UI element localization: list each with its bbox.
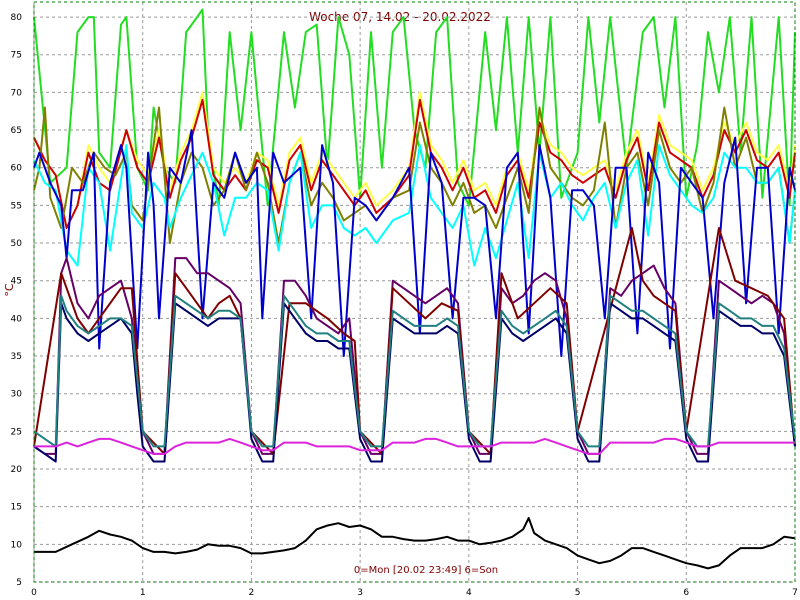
- y-tick-label: 80: [11, 13, 23, 23]
- y-tick-label: 70: [11, 88, 23, 98]
- y-tick-label: 15: [11, 503, 22, 513]
- x-tick-label: 7: [792, 588, 798, 598]
- y-tick-label: 50: [11, 239, 23, 249]
- plot-border: [33, 1, 796, 583]
- x-tick-label: 2: [249, 588, 255, 598]
- series-line-7: [33, 257, 796, 455]
- series-line-12: [34, 517, 796, 570]
- x-tick-label: 1: [140, 588, 146, 598]
- y-tick-label: 20: [11, 465, 23, 475]
- y-axis-label: °C: [3, 283, 16, 297]
- series-line-10: [33, 294, 796, 448]
- series-line-6: [33, 129, 796, 357]
- y-tick-labels: 5 10 15 20 25 30 35 40 45 50 55 60 65 70 75 80: [11, 13, 23, 588]
- y-tick-label: 35: [11, 352, 22, 362]
- series-line-9: [33, 302, 796, 463]
- y-tick-label: 45: [11, 277, 22, 287]
- series-line-4: [33, 106, 796, 244]
- y-tick-label: 40: [11, 314, 23, 324]
- y-tick-label: 30: [11, 390, 23, 400]
- x-tick-label: 4: [466, 588, 472, 598]
- series-line-11: [34, 437, 795, 455]
- x-tick-label: 5: [575, 588, 581, 598]
- series-group: [33, 8, 796, 570]
- series-line-1: [33, 8, 796, 207]
- x-tick-labels: 0 1 2 3 4 5 6 7: [31, 588, 798, 598]
- y-tick-label: 60: [11, 164, 23, 174]
- grid: [33, 2, 796, 583]
- y-tick-label: 10: [11, 540, 23, 550]
- y-tick-label: 25: [11, 427, 22, 437]
- series-line-5: [33, 144, 796, 267]
- y-tick-label: 75: [11, 51, 22, 61]
- y-tick-label: 65: [11, 126, 22, 136]
- x-tick-label: 0: [31, 588, 37, 598]
- x-tick-label: 6: [683, 588, 689, 598]
- y-tick-label: 55: [11, 201, 22, 211]
- y-tick-label: 5: [16, 578, 22, 588]
- chart-footer: 0=Mon [20.02 23:49] 6=Son: [354, 565, 498, 576]
- series-line-2: [33, 91, 796, 229]
- x-tick-label: 3: [357, 588, 363, 598]
